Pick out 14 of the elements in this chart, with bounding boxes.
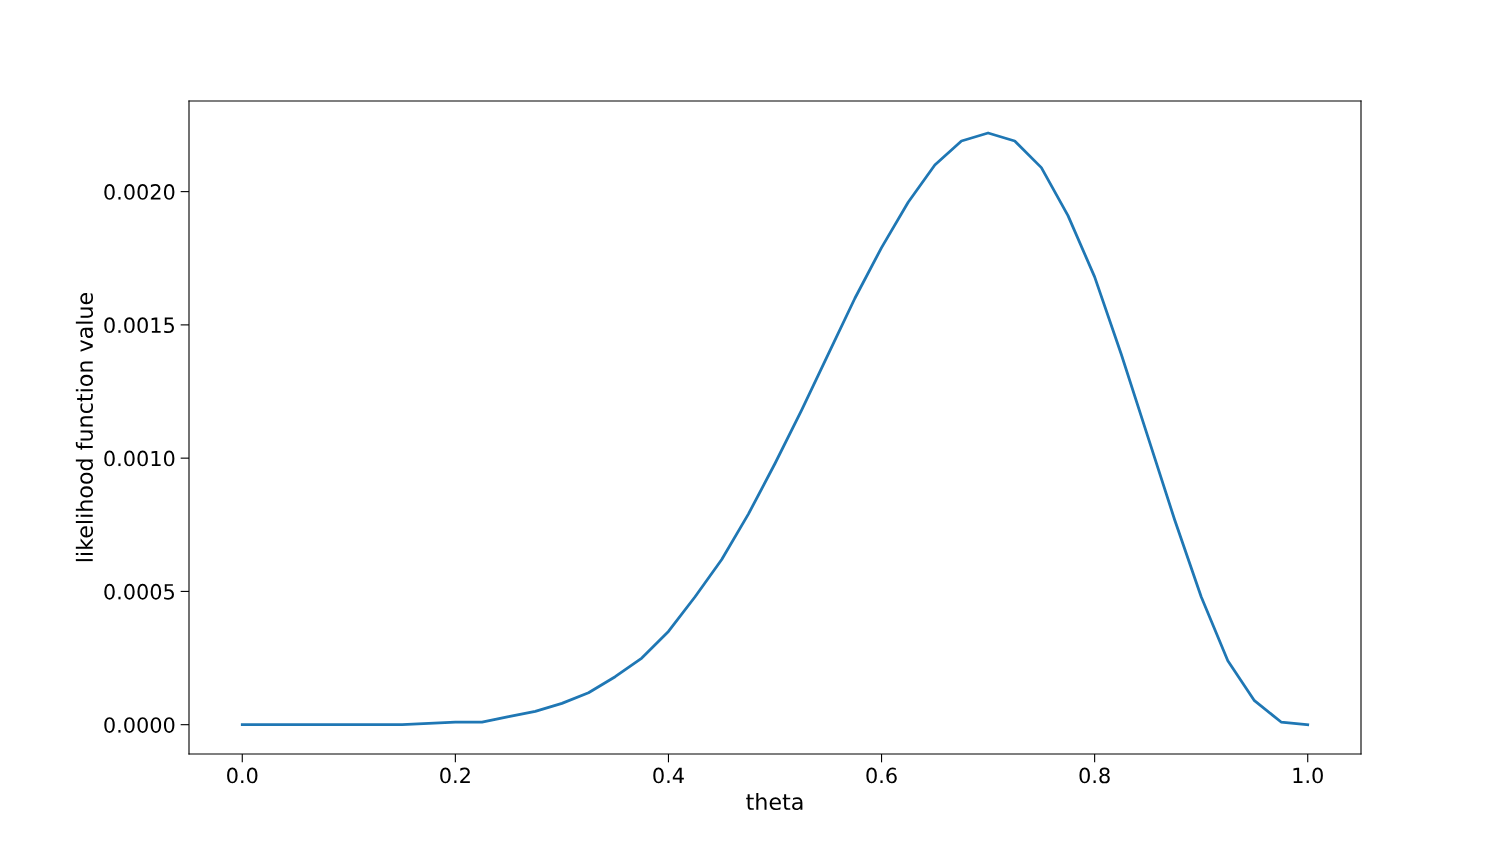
- line-series: [240, 131, 1310, 727]
- y-tick-label: 0.0000: [104, 717, 175, 733]
- x-tick-label: 0.0: [227, 767, 258, 784]
- x-tick-label: 0.4: [653, 767, 684, 784]
- y-tick-label: 0.0005: [104, 583, 174, 600]
- y-tick-label: 0.0020: [104, 184, 175, 200]
- x-axis-title: theta: [746, 792, 803, 811]
- x-tick-label: 0.6: [866, 767, 897, 784]
- y-axis-title: likelihood function value: [75, 292, 94, 562]
- x-tick-label: 1.0: [1293, 767, 1323, 784]
- x-tick-label: 0.2: [440, 767, 470, 784]
- y-tick-label: 0.0010: [104, 450, 175, 467]
- y-tick-label: 0.0015: [104, 317, 174, 334]
- x-tick-label: 0.8: [1079, 767, 1110, 784]
